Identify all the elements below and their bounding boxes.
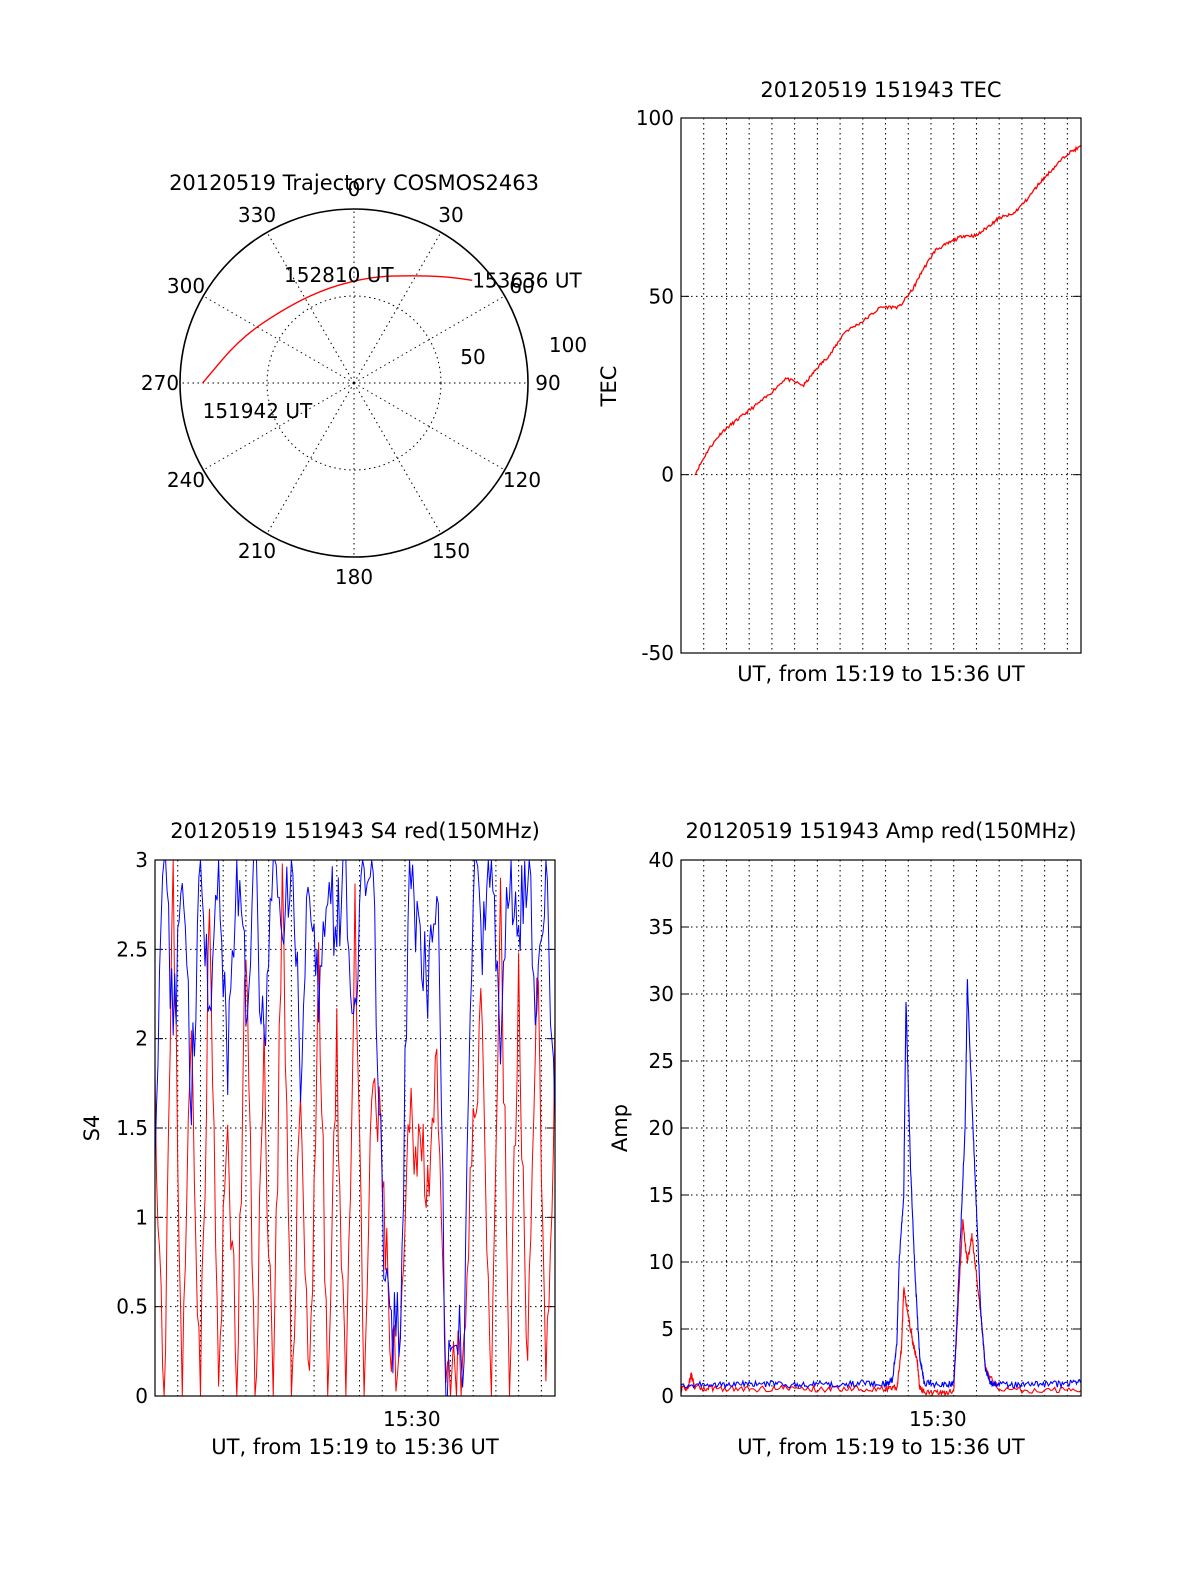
s4-title: 20120519 151943 S4 red(150MHz)	[170, 819, 540, 843]
polar-spoke	[353, 295, 505, 384]
polar-spoke	[353, 232, 442, 384]
amp-y-label: Amp	[608, 1104, 632, 1152]
polar-angle-tick: 150	[432, 539, 470, 563]
polar-grid	[179, 208, 529, 558]
amp-y-tick-label: 5	[661, 1317, 674, 1341]
polar-annotations: 153636 UT 152810 UT 151942 UT	[203, 263, 583, 423]
polar-angle-tick: 90	[535, 371, 560, 395]
tec-y-label: TEC	[597, 366, 621, 408]
s4-y-tick-label: 1.5	[116, 1116, 148, 1140]
s4-y-tick-label: 0.5	[116, 1295, 148, 1319]
polar-spoke	[266, 382, 355, 534]
amp-y-tick-label: 0	[661, 1384, 674, 1408]
s4-x-tick-label: 15:30	[383, 1407, 441, 1431]
s4-y-tick-label: 0	[135, 1384, 148, 1408]
amp-y-tick-label: 15	[649, 1183, 674, 1207]
polar-ring	[266, 295, 442, 471]
s4-x-label: UT, from 15:19 to 15:36 UT	[211, 1435, 499, 1459]
tec-y-tick-label: 0	[661, 463, 674, 487]
amp-series	[681, 979, 1081, 1396]
s4-plot-frame	[154, 859, 556, 1397]
amp-x-tick-label: 15:30	[909, 1407, 967, 1431]
amp-y-tick-label: 20	[649, 1116, 674, 1140]
polar-spoke	[353, 382, 505, 471]
s4-series-line	[155, 860, 555, 1396]
polar-angle-tick: 0	[348, 177, 361, 201]
tec-y-tick-label: 100	[636, 106, 674, 130]
polar-radius-tick: 50	[460, 345, 485, 369]
polar-annotation: 152810 UT	[284, 263, 394, 287]
tec-title: 20120519 151943 TEC	[760, 78, 1001, 102]
polar-outer-ring	[179, 208, 529, 558]
s4-series	[155, 860, 555, 1396]
polar-spoke	[353, 382, 442, 534]
s4-y-tick-label: 1	[135, 1205, 148, 1229]
polar-angle-tick: 240	[167, 468, 205, 492]
polar-annotation: 153636 UT	[472, 268, 582, 292]
tec-y-ticks: 100 50 0 -50	[636, 106, 674, 665]
polar-trajectory-line	[202, 275, 473, 384]
tec-chart: 20120519 151943 TEC 100 50 0 -50 UT, from 1…	[597, 78, 1082, 686]
amp-y-ticks: 40 35 30 25 20 15 10 5 0	[649, 848, 674, 1408]
amp-title: 20120519 151943 Amp red(150MHz)	[685, 819, 1076, 843]
amp-grid	[681, 859, 1081, 1397]
polar-radius-ticks: 50 100	[460, 333, 587, 369]
polar-angle-tick: 30	[438, 203, 463, 227]
polar-angle-tick: 300	[167, 274, 205, 298]
amp-x-ticks: 15:30	[909, 1407, 967, 1431]
tec-plot-frame	[680, 117, 1082, 654]
s4-y-tick-label: 2	[135, 1027, 148, 1051]
amp-series-line	[681, 979, 1081, 1390]
s4-chart: 20120519 151943 S4 red(150MHz) 3 2.5 2 1.5 1…	[80, 819, 556, 1459]
s4-y-tick-label: 2.5	[116, 937, 148, 961]
polar-angle-tick: 180	[335, 565, 373, 589]
s4-x-ticks: 15:30	[383, 1407, 441, 1431]
polar-trajectory-chart: 20120519 Trajectory COSMOS2463 0 30 60 90 12…	[141, 171, 587, 589]
polar-annotation: 151942 UT	[203, 399, 313, 423]
s4-y-ticks: 3 2.5 2 1.5 1 0.5 0	[116, 848, 148, 1408]
amp-y-tick-label: 40	[649, 848, 674, 872]
s4-y-tick-label: 3	[135, 848, 148, 872]
polar-title: 20120519 Trajectory COSMOS2463	[169, 171, 539, 195]
polar-spoke	[203, 295, 355, 384]
amp-chart: 20120519 151943 Amp red(150MHz) 40 35 30 25…	[608, 819, 1082, 1459]
tec-y-tick-label: 50	[649, 284, 674, 308]
polar-angle-tick: 60	[509, 274, 534, 298]
polar-angle-tick: 120	[503, 468, 541, 492]
s4-series-line	[155, 860, 555, 1396]
tec-series	[694, 145, 1081, 476]
polar-spoke	[203, 382, 355, 471]
polar-spoke	[266, 232, 355, 384]
amp-y-tick-label: 35	[649, 915, 674, 939]
polar-angle-tick: 270	[141, 371, 179, 395]
amp-y-tick-label: 30	[649, 982, 674, 1006]
polar-series	[202, 275, 473, 384]
polar-angle-tick: 330	[238, 203, 276, 227]
tec-grid	[681, 117, 1081, 654]
polar-radius-tick: 100	[549, 333, 587, 357]
polar-angle-tick: 210	[238, 539, 276, 563]
amp-y-tick-label: 10	[649, 1250, 674, 1274]
amp-x-label: UT, from 15:19 to 15:36 UT	[737, 1435, 1025, 1459]
polar-angle-ticks: 0 30 60 90 120 150 180 210 240 270 300 330	[141, 177, 561, 589]
amp-y-tick-label: 25	[649, 1049, 674, 1073]
tec-x-label: UT, from 15:19 to 15:36 UT	[737, 662, 1025, 686]
s4-y-label: S4	[80, 1115, 104, 1142]
amp-series-line	[681, 1219, 1081, 1396]
amp-plot-frame	[680, 859, 1082, 1397]
tec-y-tick-label: -50	[641, 641, 674, 665]
tec-series-line	[694, 145, 1081, 476]
